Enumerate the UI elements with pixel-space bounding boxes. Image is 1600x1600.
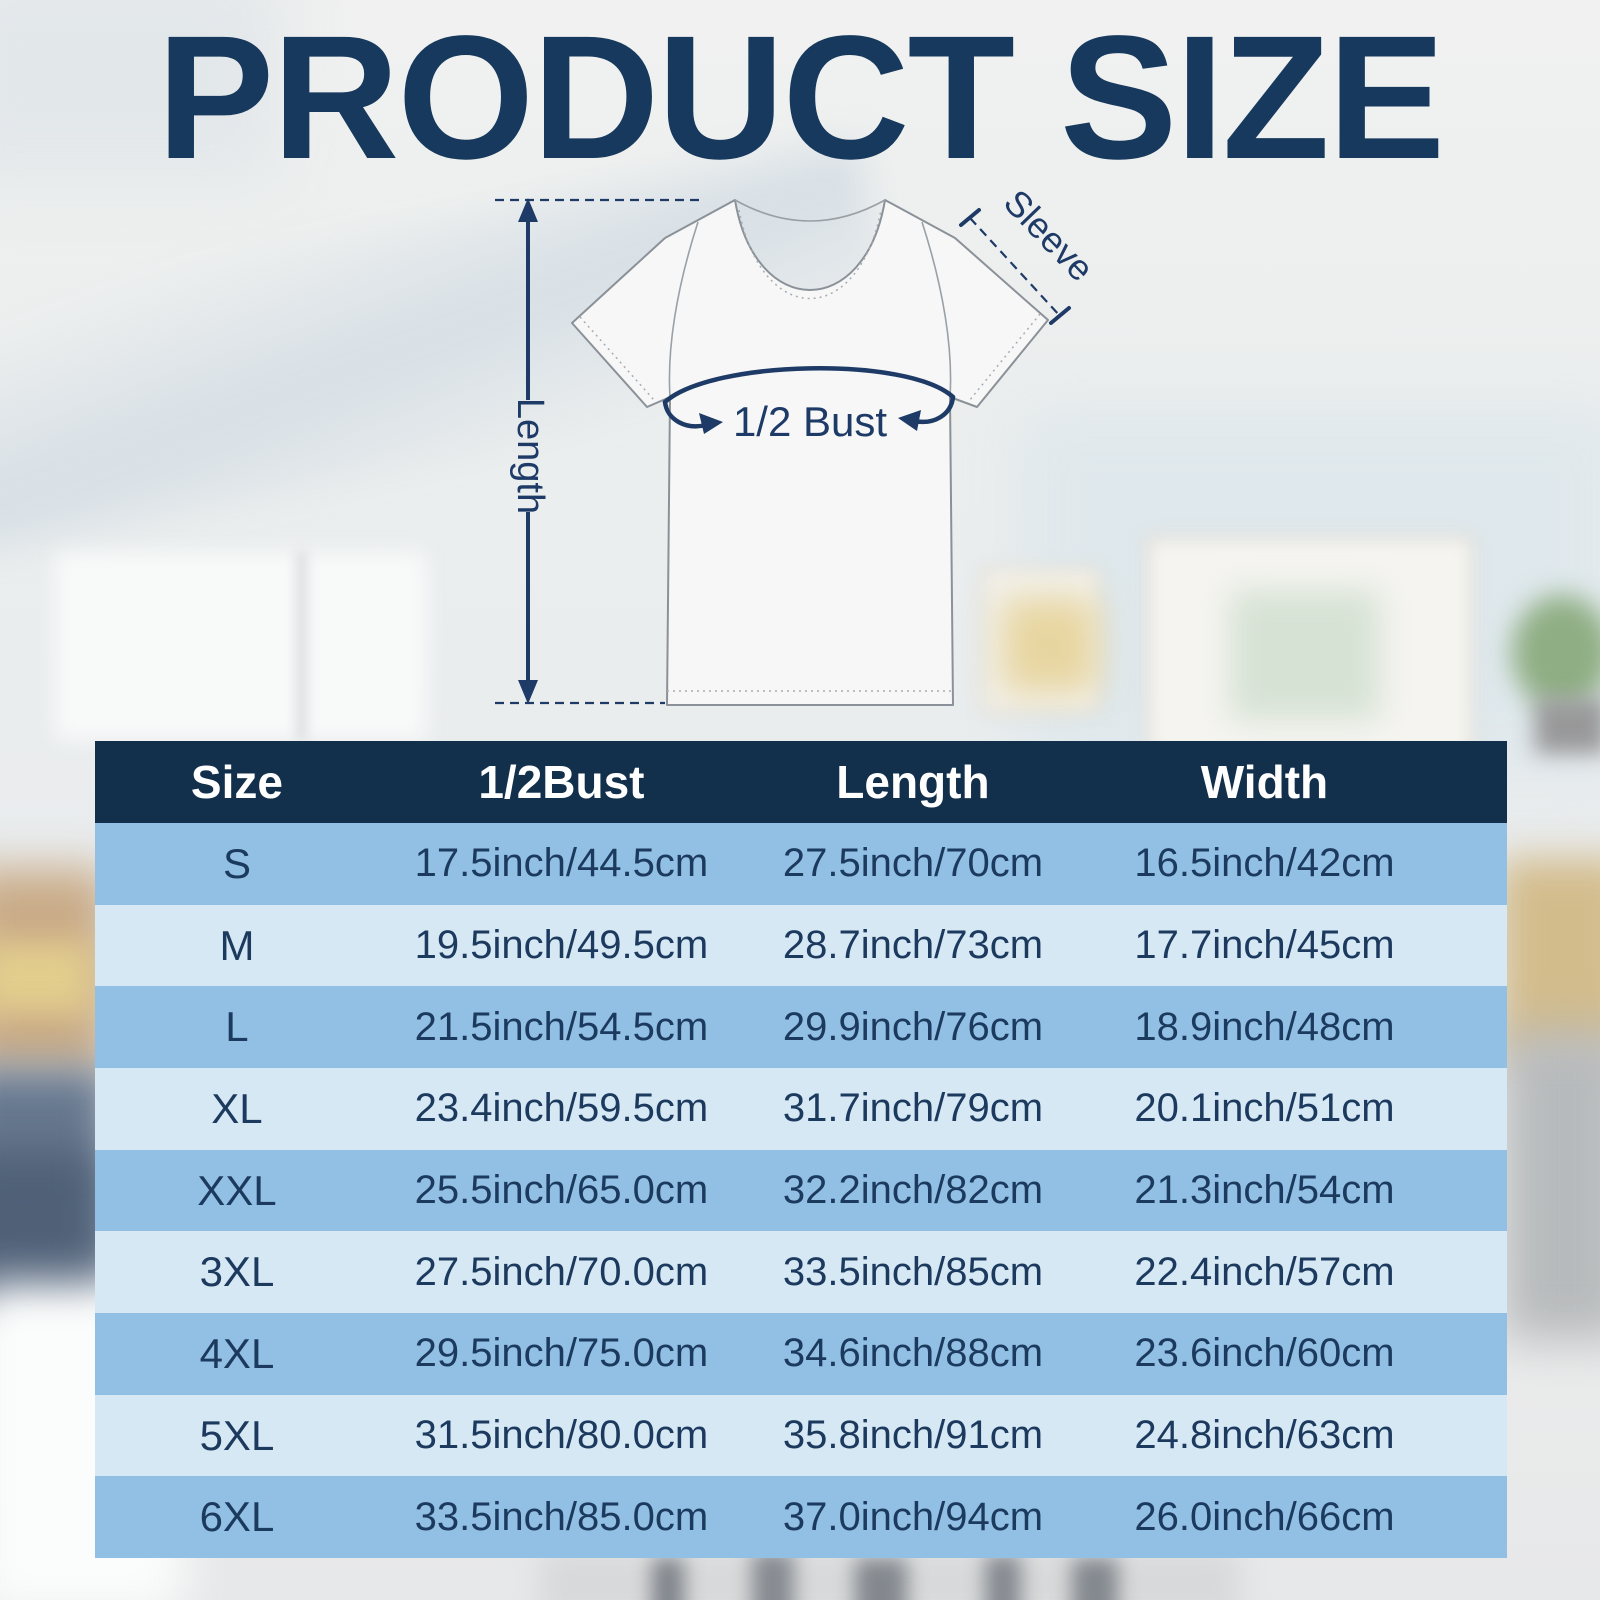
length-label: Length xyxy=(509,398,551,514)
table-row: 5XL 31.5inch/80.0cm 35.8inch/91cm 24.8inch/… xyxy=(95,1394,1507,1477)
measurement-cell: 31.7inch/79cm xyxy=(782,1086,1044,1131)
measurement-cell: 34.6inch/88cm xyxy=(782,1331,1044,1376)
measurement-cell: 33.5inch/85.0cm xyxy=(414,1494,709,1539)
left-armhole-seam xyxy=(668,221,699,398)
size-cell: 5XL xyxy=(199,1411,275,1459)
bg-blob xyxy=(1535,698,1600,754)
right-sleeve-stitch xyxy=(968,313,1041,402)
table-row: XXL 25.5inch/65.0cm 32.2inch/82cm 21.3inch/… xyxy=(95,1149,1507,1232)
bg-blob xyxy=(0,942,92,1014)
measurement-cell: 26.0inch/66cm xyxy=(1134,1494,1395,1539)
bust-arc xyxy=(662,366,956,405)
bust-arrowhead-icon xyxy=(898,410,921,431)
collar-back-seam xyxy=(734,199,886,222)
bust-arc-right-curl xyxy=(911,394,956,425)
bg-blob xyxy=(1072,1558,1118,1600)
measurement-cell: 21.3inch/54cm xyxy=(1134,1168,1395,1213)
measurement-cell: 17.5inch/44.5cm xyxy=(414,841,709,886)
table-row: 3XL 27.5inch/70.0cm 33.5inch/85cm 22.4inch/… xyxy=(95,1231,1507,1314)
measurement-cell: 35.8inch/91cm xyxy=(782,1413,1044,1458)
left-sleeve-stitch xyxy=(579,316,655,401)
sleeve-tick xyxy=(1049,306,1071,325)
bg-picture-frame xyxy=(1150,540,1470,755)
bust-arrowhead-icon xyxy=(699,413,723,434)
sleeve-label: Sleeve xyxy=(996,181,1102,289)
size-cell: XXL xyxy=(197,1166,277,1214)
size-table-header: Size 1/2Bust Length Width xyxy=(95,741,1507,823)
table-row: 6XL 33.5inch/85.0cm 37.0inch/94cm 26.0inch/… xyxy=(95,1476,1507,1559)
collar-stitch xyxy=(738,209,882,300)
tshirt-measurement-diagram: Length 1/2 Bust Sleeve xyxy=(495,181,1102,706)
bust-label: 1/2 Bust xyxy=(733,398,887,445)
measurement-cell: 16.5inch/42cm xyxy=(1134,841,1395,886)
size-cell: S xyxy=(222,839,251,887)
length-arrow-down-icon xyxy=(518,680,538,704)
column-header-bust: 1/2Bust xyxy=(478,756,645,808)
size-cell: M xyxy=(219,921,255,969)
length-arrow-up-icon xyxy=(518,198,538,222)
measurement-cell: 19.5inch/49.5cm xyxy=(414,923,709,967)
measurement-cell: 17.7inch/45cm xyxy=(1134,923,1395,967)
bg-blob xyxy=(298,552,305,740)
bg-blob xyxy=(1498,858,1600,1063)
column-header-width: Width xyxy=(1200,756,1329,808)
measurement-cell: 25.5inch/65.0cm xyxy=(414,1168,709,1213)
page-title: PRODUCT SIZE xyxy=(156,0,1445,196)
measurement-cell: 33.5inch/85cm xyxy=(782,1249,1044,1294)
sleeve-tick xyxy=(959,208,981,227)
bg-furniture xyxy=(0,1068,110,1303)
tshirt-outline-icon xyxy=(571,199,1049,706)
bg-blob xyxy=(752,1552,794,1600)
size-cell: XL xyxy=(211,1084,263,1132)
bg-blob xyxy=(652,1558,684,1600)
size-cell: L xyxy=(225,1003,249,1051)
measurement-cell: 22.4inch/57cm xyxy=(1134,1249,1395,1294)
table-row: L 21.5inch/54.5cm 29.9inch/76cm 18.9inch/48… xyxy=(95,986,1507,1069)
size-cell: 6XL xyxy=(199,1493,275,1541)
measurement-cell: 29.9inch/76cm xyxy=(782,1004,1044,1049)
sleeve-dashed-line xyxy=(969,217,1061,317)
table-row: 4XL 29.5inch/75.0cm 34.6inch/88cm 23.6inch/… xyxy=(95,1313,1507,1395)
size-table: Size 1/2Bust Length Width S 17.5inch/44.5… xyxy=(95,741,1507,1559)
measurement-cell: 18.9inch/48cm xyxy=(1134,1004,1395,1049)
measurement-cell: 31.5inch/80.0cm xyxy=(414,1413,709,1458)
bg-blob xyxy=(855,1558,907,1600)
size-cell: 4XL xyxy=(199,1329,275,1377)
measurement-cell: 20.1inch/51cm xyxy=(1134,1086,1395,1131)
bg-blob xyxy=(1230,590,1380,720)
table-row: M 19.5inch/49.5cm 28.7inch/73cm 17.7inch/45… xyxy=(95,904,1507,987)
bg-blob xyxy=(0,1150,100,1295)
measurement-cell: 23.4inch/59.5cm xyxy=(414,1086,709,1131)
size-table-body: S 17.5inch/44.5cm 27.5inch/70cm 16.5inch/42… xyxy=(95,823,1507,1559)
measurement-cell: 21.5inch/54.5cm xyxy=(414,1004,709,1049)
measurement-cell: 37.0inch/94cm xyxy=(782,1494,1044,1539)
size-cell: 3XL xyxy=(199,1248,275,1296)
measurement-cell: 24.8inch/63cm xyxy=(1134,1413,1395,1458)
table-row: XL 23.4inch/59.5cm 31.7inch/79cm 20.1inch/5… xyxy=(95,1068,1507,1150)
measurement-cell: 27.5inch/70.0cm xyxy=(414,1249,709,1294)
column-header-size: Size xyxy=(190,756,283,808)
bg-blob xyxy=(0,868,110,1073)
bust-arc-left-curl xyxy=(662,399,709,429)
column-header-length: Length xyxy=(836,756,990,808)
measurement-cell: 29.5inch/75.0cm xyxy=(414,1331,709,1376)
right-armhole-seam xyxy=(921,221,952,398)
measurement-cell: 23.6inch/60cm xyxy=(1134,1331,1395,1376)
measurement-cell: 27.5inch/70cm xyxy=(782,841,1044,886)
bg-blob xyxy=(985,1555,1021,1600)
bg-window xyxy=(55,552,427,740)
measurement-cell: 28.7inch/73cm xyxy=(782,923,1044,967)
measurement-cell: 32.2inch/82cm xyxy=(782,1168,1044,1213)
bg-plant xyxy=(1512,595,1600,710)
table-row: S 17.5inch/44.5cm 27.5inch/70cm 16.5inch/42… xyxy=(95,823,1507,905)
bg-blob xyxy=(1502,1030,1600,1340)
